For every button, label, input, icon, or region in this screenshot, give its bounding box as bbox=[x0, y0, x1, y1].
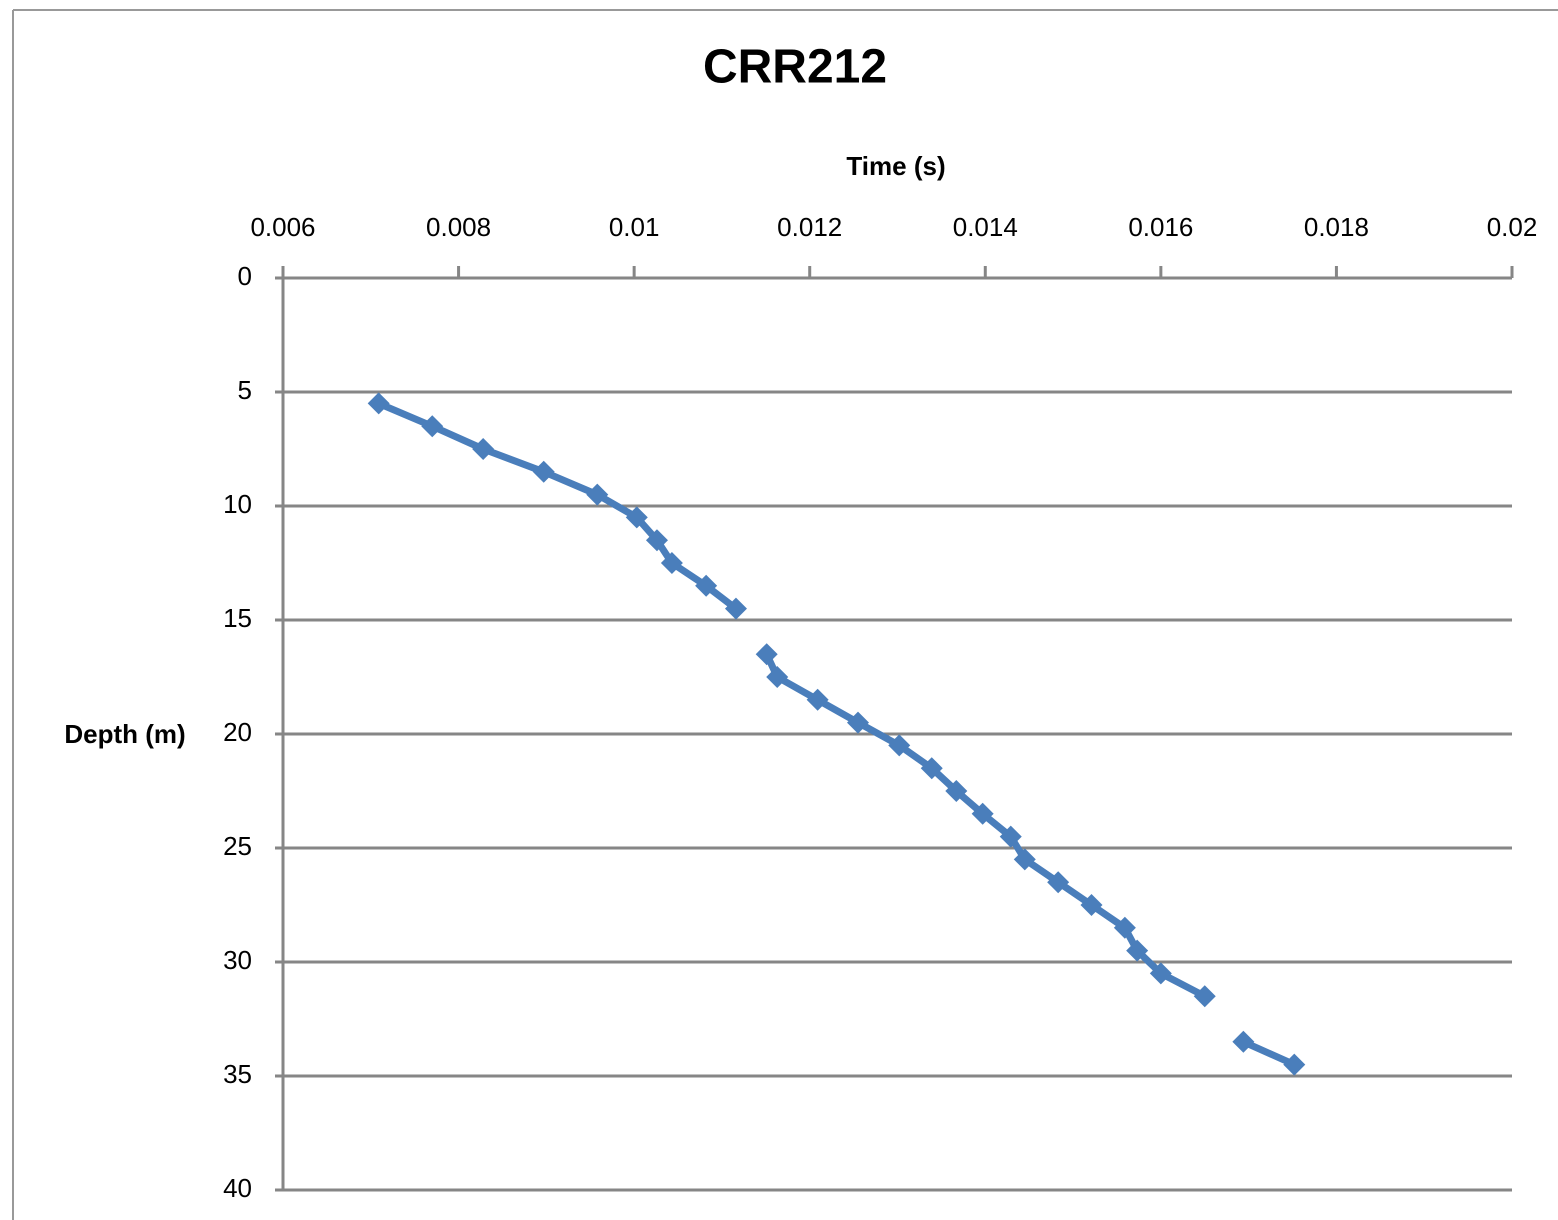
y-axis-label: Depth (m) bbox=[64, 719, 185, 749]
x-tick-label: 0.016 bbox=[1128, 212, 1193, 242]
data-marker bbox=[421, 415, 444, 438]
data-marker bbox=[1283, 1053, 1306, 1076]
data-marker bbox=[1113, 916, 1136, 939]
data-marker bbox=[945, 780, 968, 802]
data-marker bbox=[1080, 894, 1103, 916]
data-marker bbox=[755, 643, 778, 666]
y-tick-label: 35 bbox=[223, 1059, 252, 1089]
x-tick-label: 0.01 bbox=[609, 212, 660, 242]
data-marker bbox=[645, 529, 668, 552]
y-tick-label: 10 bbox=[223, 489, 252, 519]
data-marker bbox=[660, 552, 683, 574]
data-marker bbox=[586, 483, 609, 506]
data-marker bbox=[846, 711, 869, 734]
data-marker bbox=[724, 597, 747, 620]
y-tick-label: 5 bbox=[238, 375, 252, 405]
data-marker bbox=[1193, 985, 1216, 1008]
data-marker bbox=[971, 802, 994, 825]
x-tick-label: 0.02 bbox=[1487, 212, 1538, 242]
data-marker bbox=[472, 438, 495, 460]
data-marker bbox=[766, 666, 789, 688]
y-tick-label: 20 bbox=[223, 717, 252, 747]
data-marker bbox=[532, 460, 555, 483]
y-tick-label: 0 bbox=[238, 261, 252, 291]
x-tick-label: 0.014 bbox=[953, 212, 1018, 242]
x-tick-label: 0.006 bbox=[250, 212, 315, 242]
x-tick-label: 0.018 bbox=[1304, 212, 1369, 242]
y-tick-label: 25 bbox=[223, 831, 252, 861]
data-marker bbox=[1047, 871, 1070, 894]
data-marker bbox=[625, 506, 648, 529]
data-marker bbox=[999, 825, 1022, 848]
data-marker bbox=[1013, 848, 1036, 871]
chart-title: CRR212 bbox=[703, 41, 887, 94]
data-marker bbox=[1126, 939, 1149, 962]
data-marker bbox=[806, 688, 829, 711]
data-marker bbox=[888, 734, 911, 757]
y-tick-label: 30 bbox=[223, 945, 252, 975]
x-tick-label: 0.012 bbox=[777, 212, 842, 242]
data-marker bbox=[1232, 1030, 1255, 1053]
data-marker bbox=[1149, 962, 1172, 985]
y-tick-label: 40 bbox=[223, 1173, 252, 1203]
data-marker bbox=[367, 392, 390, 415]
data-marker bbox=[695, 574, 718, 597]
y-tick-label: 15 bbox=[223, 603, 252, 633]
x-axis-label: Time (s) bbox=[846, 151, 945, 181]
data-marker bbox=[920, 757, 943, 780]
data-line bbox=[377, 400, 1296, 1068]
x-tick-label: 0.008 bbox=[426, 212, 491, 242]
